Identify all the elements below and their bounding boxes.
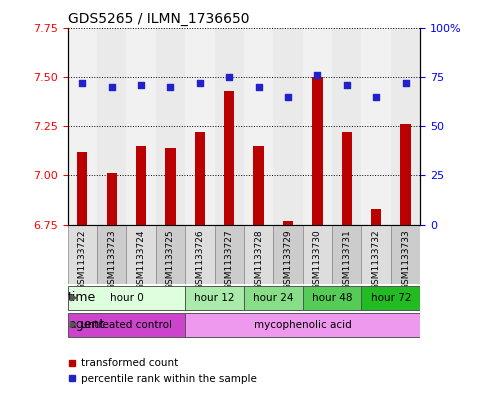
Point	[313, 72, 321, 78]
Text: hour 48: hour 48	[312, 293, 352, 303]
Bar	[68, 225, 97, 285]
Bar	[303, 286, 361, 310]
Bar	[68, 28, 97, 225]
Bar	[195, 132, 205, 225]
Bar	[312, 77, 323, 225]
Bar	[332, 28, 361, 225]
Bar	[244, 286, 303, 310]
Text: hour 72: hour 72	[370, 293, 411, 303]
Bar	[361, 225, 391, 285]
Bar	[303, 225, 332, 285]
Bar	[97, 225, 127, 285]
Bar	[185, 225, 214, 285]
Bar	[127, 28, 156, 225]
Bar	[224, 91, 234, 225]
Bar	[127, 225, 156, 285]
Bar	[214, 28, 244, 225]
Bar	[361, 286, 420, 310]
Point	[343, 81, 351, 88]
Text: GSM1133732: GSM1133732	[371, 230, 381, 290]
Text: untreated control: untreated control	[81, 320, 172, 330]
Text: mycophenolic acid: mycophenolic acid	[254, 320, 352, 330]
Point	[167, 83, 174, 90]
Bar	[165, 148, 176, 225]
Bar	[400, 124, 411, 225]
Point	[137, 81, 145, 88]
Text: GSM1133722: GSM1133722	[78, 230, 87, 290]
Text: hour 0: hour 0	[110, 293, 143, 303]
Text: GSM1133731: GSM1133731	[342, 230, 351, 290]
Point	[255, 83, 262, 90]
Bar	[361, 28, 391, 225]
Text: hour 24: hour 24	[253, 293, 294, 303]
Bar	[68, 312, 185, 337]
Point	[78, 79, 86, 86]
Bar	[371, 209, 381, 225]
Text: agent: agent	[68, 318, 104, 331]
Text: GSM1133723: GSM1133723	[107, 230, 116, 290]
Text: GSM1133724: GSM1133724	[137, 230, 145, 290]
Bar	[254, 146, 264, 225]
Bar	[156, 225, 185, 285]
Point	[284, 94, 292, 100]
Bar	[244, 225, 273, 285]
Text: GSM1133727: GSM1133727	[225, 230, 234, 290]
Text: GSM1133733: GSM1133733	[401, 230, 410, 290]
Bar	[185, 286, 244, 310]
Point	[372, 94, 380, 100]
Text: GSM1133729: GSM1133729	[284, 230, 293, 290]
Point	[108, 83, 115, 90]
Bar	[156, 28, 185, 225]
Bar	[283, 221, 293, 225]
Bar	[391, 28, 420, 225]
Bar	[273, 28, 303, 225]
Bar	[97, 28, 127, 225]
Point	[226, 73, 233, 80]
Bar	[391, 225, 420, 285]
Text: GSM1133730: GSM1133730	[313, 230, 322, 290]
Text: time: time	[68, 291, 96, 304]
Text: GDS5265 / ILMN_1736650: GDS5265 / ILMN_1736650	[68, 13, 249, 26]
Text: GSM1133728: GSM1133728	[254, 230, 263, 290]
Legend: transformed count, percentile rank within the sample: transformed count, percentile rank withi…	[63, 354, 261, 388]
Text: GSM1133726: GSM1133726	[195, 230, 204, 290]
Point	[402, 79, 410, 86]
Point	[196, 79, 204, 86]
Bar	[273, 225, 303, 285]
Bar	[107, 173, 117, 225]
Bar	[332, 225, 361, 285]
Text: GSM1133725: GSM1133725	[166, 230, 175, 290]
Bar	[303, 28, 332, 225]
Bar	[341, 132, 352, 225]
Bar	[136, 146, 146, 225]
Bar	[244, 28, 273, 225]
Bar	[68, 286, 185, 310]
Text: hour 12: hour 12	[194, 293, 235, 303]
Bar	[77, 152, 87, 225]
Bar	[185, 312, 420, 337]
Bar	[214, 225, 244, 285]
Bar	[185, 28, 214, 225]
